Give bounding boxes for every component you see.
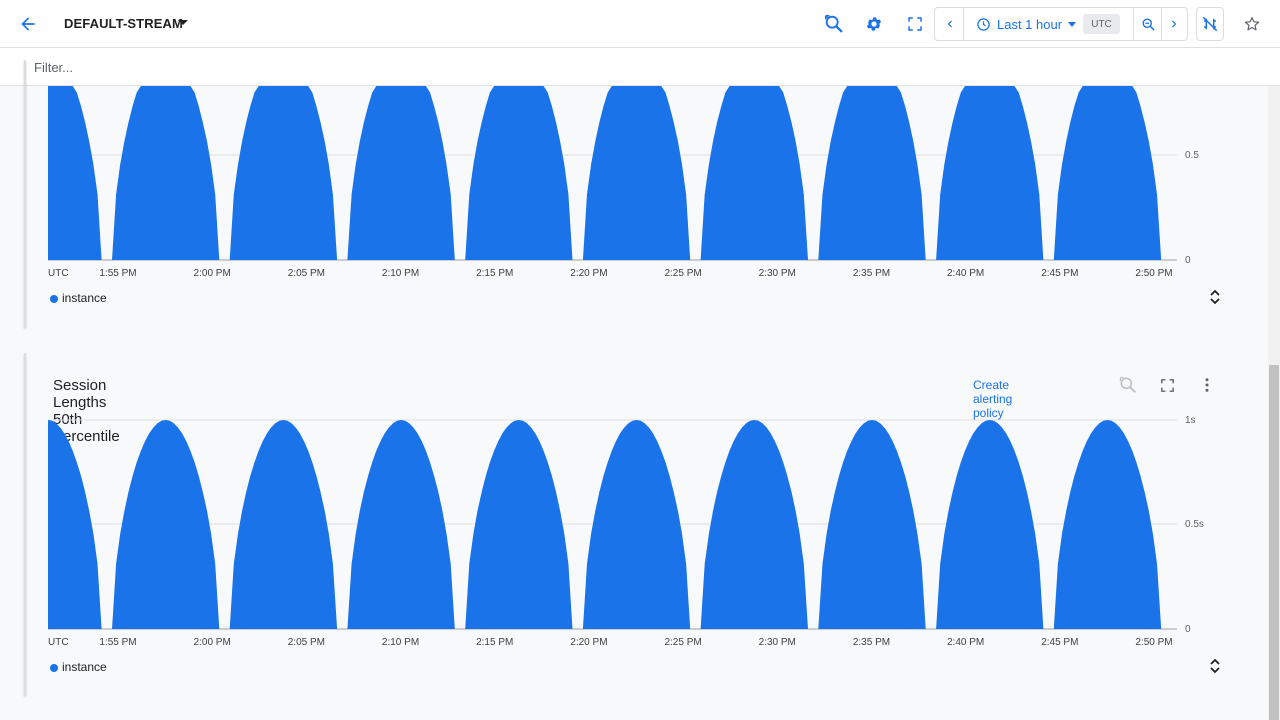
- x-tick-label: 2:10 PM: [382, 268, 419, 279]
- expand-legend-icon[interactable]: [1208, 288, 1222, 306]
- sync-charts-button[interactable]: [1196, 7, 1224, 41]
- x-tick-label: 2:40 PM: [947, 268, 984, 279]
- series-instance-arch[interactable]: [465, 86, 573, 260]
- link-off-icon: [1201, 15, 1219, 33]
- stream-name[interactable]: DEFAULT-STREAM: [64, 16, 183, 31]
- gear-icon[interactable]: [862, 12, 886, 36]
- filter-input[interactable]: Filter...: [34, 60, 74, 75]
- chevron-left-icon[interactable]: [939, 12, 961, 36]
- y-tick-label: 0: [1185, 255, 1191, 266]
- x-tick-label: 1:55 PM: [99, 268, 136, 279]
- x-tick-label: 2:20 PM: [570, 268, 607, 279]
- back-arrow-icon[interactable]: [14, 12, 42, 36]
- x-tick-label: 2:50 PM: [1135, 637, 1172, 648]
- series-instance-arch[interactable]: [818, 86, 926, 260]
- y-tick-label: 1s: [1185, 415, 1196, 426]
- series-instance-arch[interactable]: [347, 420, 455, 629]
- series-instance-arch[interactable]: [936, 420, 1044, 629]
- time-range-dropdown-icon[interactable]: [1068, 22, 1076, 27]
- series-instance-arch[interactable]: [111, 86, 220, 260]
- legend-label[interactable]: instance: [62, 660, 107, 674]
- reset-zoom-icon: [1117, 374, 1139, 396]
- series-instance-arch[interactable]: [700, 420, 808, 629]
- x-tick-label: 2:05 PM: [288, 268, 325, 279]
- y-tick-label: 0.5: [1185, 150, 1199, 161]
- filter-bar: Filter...: [0, 48, 1280, 86]
- x-tick-label: 2:25 PM: [664, 268, 701, 279]
- zoom-out-icon[interactable]: [1137, 13, 1159, 35]
- chart-1-plot[interactable]: 0.5 0 UTC 1:55 PM 2:00 PM 2:05 PM 2:10 PM 2:15 …: [25, 60, 1241, 328]
- x-tick-label: 2:30 PM: [759, 637, 796, 648]
- series-instance-arch[interactable]: [582, 420, 691, 629]
- series-instance-arch[interactable]: [48, 86, 102, 260]
- x-tick-label: 2:45 PM: [1041, 637, 1078, 648]
- x-tick-label: 1:55 PM: [99, 637, 136, 648]
- x-tick-label: UTC: [48, 268, 69, 279]
- x-tick-label: 2:40 PM: [947, 637, 984, 648]
- scrollbar-thumb[interactable]: [1269, 365, 1279, 720]
- chart-card-1: 0.5 0 UTC 1:55 PM 2:00 PM 2:05 PM 2:10 PM 2:15 …: [24, 60, 1220, 328]
- x-tick-label: UTC: [48, 637, 69, 648]
- time-range-label[interactable]: Last 1 hour: [997, 17, 1063, 32]
- clock-icon: [975, 16, 991, 32]
- series-instance-arch[interactable]: [1053, 420, 1162, 629]
- x-tick-label: 2:50 PM: [1135, 268, 1172, 279]
- stream-dropdown-icon[interactable]: [178, 20, 188, 25]
- x-tick-label: 2:00 PM: [194, 637, 231, 648]
- y-tick-label: 0.5s: [1185, 519, 1204, 530]
- series-instance-arch[interactable]: [1053, 86, 1162, 260]
- timezone-badge[interactable]: UTC: [1083, 14, 1120, 34]
- time-range-selector: Last 1 hour UTC: [934, 7, 1188, 41]
- legend-label[interactable]: instance: [62, 291, 107, 305]
- reset-zoom-icon[interactable]: [822, 12, 846, 36]
- x-tick-label: 2:15 PM: [476, 637, 513, 648]
- create-alerting-policy-link[interactable]: Create alerting policy: [973, 378, 1013, 420]
- x-tick-label: 2:10 PM: [382, 637, 419, 648]
- x-tick-label: 2:20 PM: [570, 637, 607, 648]
- series-instance-arch[interactable]: [48, 420, 102, 629]
- series-instance-arch[interactable]: [818, 420, 926, 629]
- x-tick-label: 2:05 PM: [288, 637, 325, 648]
- y-tick-label: 0: [1185, 624, 1191, 635]
- series-instance-arch[interactable]: [347, 86, 455, 260]
- series-instance-arch[interactable]: [229, 86, 338, 260]
- chart-2-plot[interactable]: 1s 0.5s 0 UTC 1:55 PM 2:00 PM 2:05 PM 2:10 PM 2:…: [25, 354, 1241, 697]
- more-options-icon[interactable]: [1197, 375, 1217, 395]
- x-tick-label: 2:35 PM: [853, 268, 890, 279]
- x-tick-label: 2:15 PM: [476, 268, 513, 279]
- x-tick-label: 2:25 PM: [664, 637, 701, 648]
- series-instance-arch[interactable]: [465, 420, 573, 629]
- x-tick-label: 2:45 PM: [1041, 268, 1078, 279]
- series-instance-arch[interactable]: [700, 86, 808, 260]
- x-tick-label: 2:00 PM: [194, 268, 231, 279]
- legend-dot: [50, 664, 58, 672]
- series-instance-arch[interactable]: [111, 420, 220, 629]
- series-instance-arch[interactable]: [582, 86, 691, 260]
- fullscreen-icon[interactable]: [1157, 375, 1177, 395]
- x-tick-label: 2:30 PM: [759, 268, 796, 279]
- series-instance-arch[interactable]: [229, 420, 338, 629]
- legend-dot: [50, 295, 58, 303]
- x-tick-label: 2:35 PM: [853, 637, 890, 648]
- chart-card-2: Session Lengths 50th Percentile Create a…: [24, 353, 1220, 696]
- star-icon[interactable]: [1240, 12, 1264, 36]
- series-instance-arch[interactable]: [936, 86, 1044, 260]
- top-bar: DEFAULT-STREAM Last 1 hour UTC: [0, 0, 1280, 48]
- chevron-right-icon[interactable]: [1163, 12, 1185, 36]
- fullscreen-icon[interactable]: [903, 12, 927, 36]
- chart-title: Session Lengths 50th Percentile: [53, 377, 120, 445]
- expand-legend-icon[interactable]: [1208, 657, 1222, 675]
